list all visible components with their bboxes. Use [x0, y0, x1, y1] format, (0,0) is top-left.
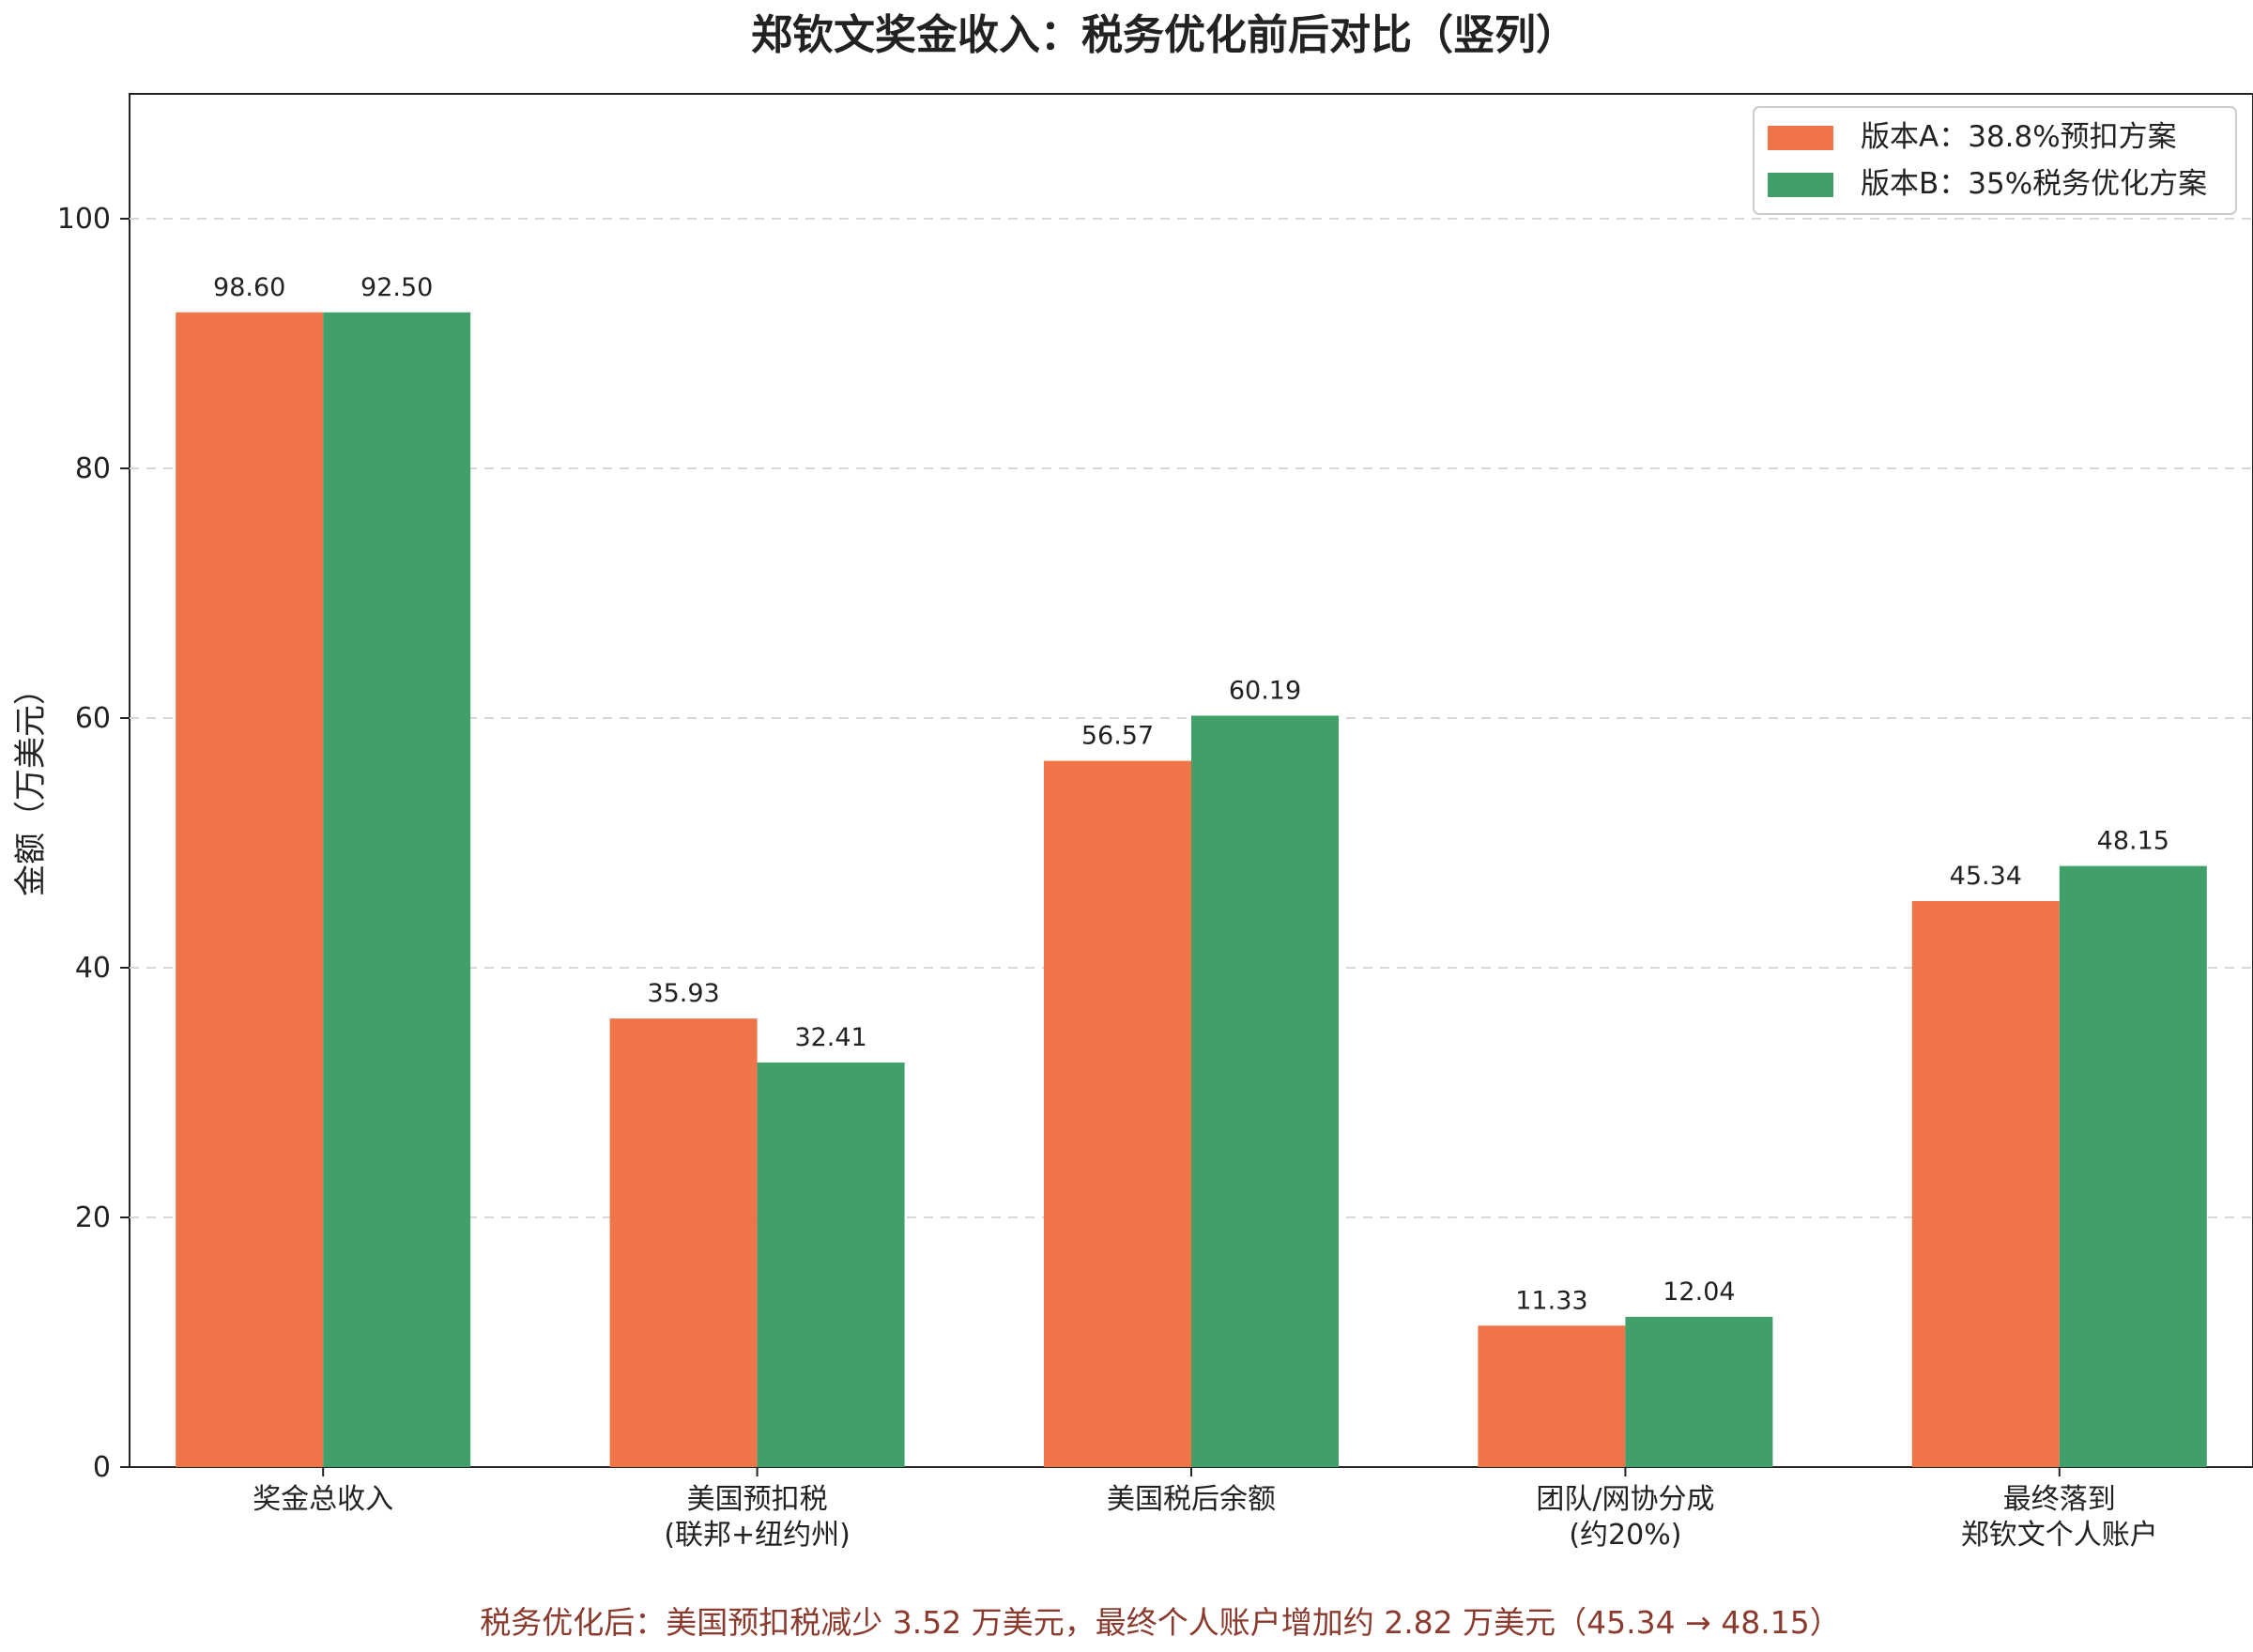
legend-entry: 版本A：38.8%预扣方案 — [1861, 120, 2177, 154]
x-tick-label: 最终落到 — [2003, 1483, 2116, 1516]
x-tick-label: 奖金总收入 — [253, 1483, 393, 1516]
data-label: 56.57 — [1081, 722, 1154, 751]
chart-title: 郑钦文奖金收入：税务优化前后对比（竖列） — [751, 11, 1577, 59]
x-tick-label: 美国预扣税 — [687, 1483, 828, 1516]
legend-swatch — [1768, 173, 1833, 197]
y-tick-label: 40 — [75, 952, 111, 985]
x-tick-label: (联邦+纽约州) — [664, 1519, 851, 1552]
bar-a — [176, 312, 324, 1467]
y-tick-label: 60 — [75, 702, 111, 735]
bar-a — [1911, 900, 2060, 1467]
bar-a — [1478, 1325, 1626, 1467]
x-tick-label: 团队/网协分成 — [1536, 1483, 1714, 1516]
data-label: 11.33 — [1515, 1286, 1587, 1315]
bar-b — [757, 1062, 905, 1467]
data-label: 92.50 — [360, 273, 433, 302]
bar-b — [1191, 715, 1339, 1467]
x-tick-label: 美国税后余额 — [1107, 1483, 1276, 1516]
bars: 98.60 92.50 35.93 32.41 56.57 60.19 11.33 12.04… — [176, 273, 2207, 1467]
bar-b — [2059, 865, 2207, 1467]
x-axis-ticks: 奖金总收入 美国预扣税(联邦+纽约州) 美国税后余额 团队/网协分成(约20%) 最终落… — [253, 1467, 2158, 1552]
data-label: 98.60 — [213, 273, 285, 302]
x-tick-label: (约20%) — [1569, 1519, 1681, 1552]
y-tick-label: 20 — [75, 1201, 111, 1234]
legend-entry: 版本B：35%税务优化方案 — [1861, 167, 2207, 201]
data-label: 12.04 — [1663, 1277, 1735, 1307]
legend-swatch — [1768, 126, 1833, 150]
bar-b — [1625, 1316, 1773, 1467]
data-label: 35.93 — [647, 979, 719, 1008]
bar-a — [609, 1018, 758, 1467]
y-tick-label: 100 — [57, 203, 111, 236]
y-axis-ticks: 0 20 40 60 80 100 — [57, 203, 130, 1484]
y-axis-label: 金额（万美元） — [12, 673, 50, 896]
bar-b — [323, 312, 471, 1467]
data-label: 48.15 — [2097, 827, 2169, 856]
x-tick-label: 郑钦文个人账户 — [1961, 1519, 2158, 1552]
y-tick-label: 80 — [75, 452, 111, 485]
y-tick-label: 0 — [93, 1451, 111, 1484]
bar-a — [1044, 760, 1191, 1467]
data-label: 32.41 — [794, 1023, 866, 1052]
legend-box — [1753, 106, 2237, 215]
annotation-footnote: 税务优化后：美国预扣税减少 3.52 万美元，最终个人账户增加约 2.82 万美… — [480, 1604, 1841, 1641]
data-label: 45.34 — [1950, 862, 2022, 891]
data-label: 60.19 — [1229, 676, 1301, 705]
